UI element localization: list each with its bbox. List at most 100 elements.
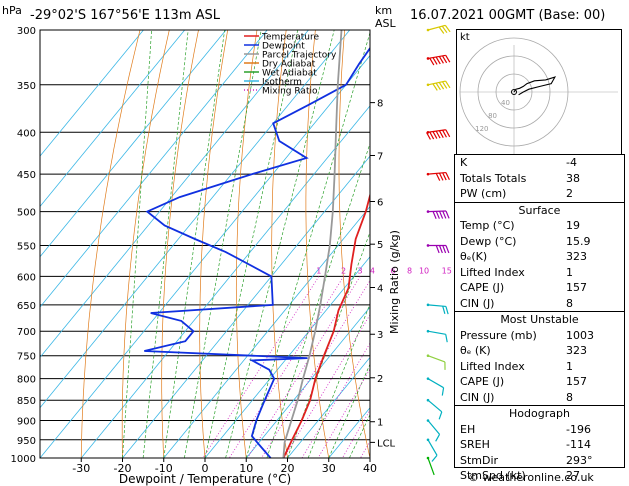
wind-feather — [441, 387, 445, 396]
surface-value: 323 — [566, 250, 587, 263]
isotherm — [80, 105, 370, 458]
surface-value: 157 — [566, 281, 587, 294]
wind-feather — [438, 245, 443, 254]
most-unstable-row: θₑ (K) 323 — [455, 343, 624, 359]
wind-feather — [435, 434, 441, 442]
most-unstable-value: 1003 — [566, 328, 594, 342]
wind-feather — [445, 245, 450, 254]
wind-feather — [445, 80, 451, 89]
isotherm — [40, 30, 227, 258]
wind-feather — [442, 305, 446, 315]
wet-adiabat — [204, 30, 299, 458]
wind-feather — [445, 306, 449, 315]
index-value: 2 — [566, 187, 573, 200]
wind-barb — [426, 80, 451, 91]
surface-label: θₑ(K) — [460, 250, 488, 263]
wind-feather — [442, 172, 447, 181]
wind-feather — [442, 129, 447, 138]
wind-barb — [426, 303, 449, 315]
wind-barb — [426, 329, 448, 343]
dry-adiabat — [338, 30, 370, 458]
hodograph-index-value: -196 — [566, 422, 591, 436]
dry-adiabat — [80, 30, 141, 458]
isotherm — [287, 356, 370, 458]
wind-feather — [438, 82, 445, 90]
wind-staff — [427, 330, 446, 335]
mixing-ratio-line — [283, 313, 370, 458]
hodograph-index-label: StmDir — [460, 453, 499, 467]
wind-feather — [435, 211, 440, 219]
hodograph-index-value: -114 — [566, 438, 591, 451]
wind-staff — [427, 399, 443, 413]
surface-value: 8 — [566, 296, 573, 310]
wind-dot — [426, 57, 430, 60]
legend-entry: Isotherm — [262, 78, 302, 88]
index-label: Totals Totals — [460, 171, 527, 185]
wet-adiabat — [184, 30, 262, 458]
dry-adiabat — [161, 30, 199, 458]
km-tick-label: 2 — [377, 374, 383, 385]
hodograph-ring-label: 120 — [475, 125, 488, 133]
wind-dot — [426, 130, 430, 134]
wind-barb — [426, 129, 451, 140]
wind-feather — [435, 173, 441, 181]
pressure-tick-label: 350 — [17, 81, 36, 92]
pressure-tick-label: 550 — [17, 241, 36, 252]
hodograph-ring-label: 80 — [488, 112, 497, 120]
wind-feather — [445, 129, 451, 138]
mixing-ratio-label: 4 — [370, 266, 375, 275]
dry-adiabat — [121, 30, 170, 458]
dewpoint-line — [144, 46, 370, 458]
wind-barb — [426, 210, 450, 220]
surface-value: 19 — [566, 219, 580, 232]
most-unstable-row: CAPE (J) 157 — [455, 374, 624, 390]
km-tick-label: 3 — [377, 330, 383, 341]
wind-feather — [435, 245, 440, 254]
isotherm — [40, 30, 351, 409]
location-title: -29°02'S 167°56'E 113m ASL — [30, 8, 221, 23]
surface-label: Dewp (°C) — [460, 234, 517, 248]
surface-label: CIN (J) — [460, 296, 495, 310]
wind-staff — [427, 439, 438, 456]
wind-barb — [426, 171, 450, 181]
mixing-ratio-label: 15 — [442, 266, 452, 275]
pressure-tick-label: 700 — [17, 327, 36, 338]
wind-dot — [426, 210, 430, 213]
wet-adiabat — [122, 30, 152, 458]
wind-dot — [426, 398, 430, 402]
wind-feather — [445, 334, 448, 343]
wind-dot — [426, 438, 430, 442]
wet-adiabat — [266, 142, 370, 458]
wind-dot — [426, 83, 430, 87]
most-unstable-label: θₑ (K) — [460, 344, 491, 357]
km-label: km — [375, 4, 392, 17]
pressure-tick-label: 500 — [17, 208, 36, 219]
dry-adiabat — [305, 30, 330, 458]
wind-feather — [438, 172, 444, 181]
indices-panel: K -4 Totals Totals 38 PW (cm) 2 Surface Temp … — [454, 154, 625, 482]
isotherm — [122, 155, 370, 458]
pressure-tick-label: 400 — [17, 128, 36, 139]
asl-label: ASL — [375, 17, 397, 30]
most-unstable-row: CIN (J) 8 — [455, 390, 624, 406]
wind-staff — [427, 378, 444, 389]
km-tick-label: LCL — [377, 438, 396, 449]
wind-dot — [426, 354, 430, 358]
wind-dot — [426, 172, 430, 176]
wind-staff — [427, 355, 446, 363]
most-unstable-label: CIN (J) — [460, 390, 495, 404]
wind-feather — [442, 55, 448, 64]
mixing-ratio-line — [261, 279, 370, 458]
surface-row: Lifted Index 1 — [455, 265, 624, 281]
km-tick-label: 8 — [377, 99, 383, 110]
km-tick-label: 6 — [377, 197, 383, 208]
most-unstable-row: Pressure (mb) 1003 — [455, 328, 624, 344]
pressure-tick-label: 850 — [17, 396, 36, 407]
surface-value: 1 — [566, 265, 573, 279]
wind-feather — [444, 24, 451, 33]
temp-tick-label: 30 — [322, 462, 336, 475]
pressure-tick-label: 450 — [17, 170, 36, 181]
wind-staff — [427, 457, 435, 476]
hodograph-trace — [513, 76, 557, 96]
